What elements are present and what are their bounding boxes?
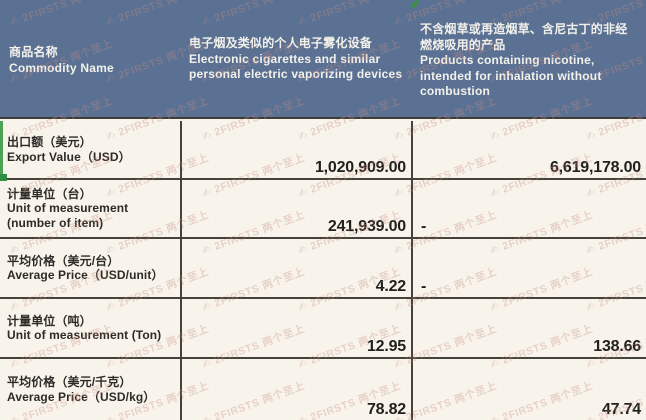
cell-value: 4.22 — [375, 278, 407, 295]
value-cell: 241,939.00 — [182, 180, 413, 237]
header-ecig-zh: 电子烟及类似的个人电子雾化设备 — [189, 36, 373, 50]
header-col-commodity: 商品名称 Commodity Name — [0, 0, 182, 117]
table-header: 商品名称 Commodity Name 电子烟及类似的个人电子雾化设备 Elec… — [0, 0, 646, 119]
value-cell: 4.22 — [182, 239, 413, 297]
table-row-avg-price-kg: 平均价格（美元/千克） Average Price（USD/kg） 78.82 … — [0, 359, 646, 420]
value-cell: 6,619,178.00 — [413, 121, 646, 178]
row-label: 计量单位（吨） Unit of measurement (Ton) — [0, 299, 182, 357]
row-label: 计量单位（台） Unit of measurement (number of i… — [0, 180, 182, 237]
cell-value: 78.82 — [366, 401, 406, 418]
header-nicotine-zh: 不含烟草或再造烟草、含尼古丁的非经燃烧吸用的产品 — [420, 22, 628, 52]
value-cell: 1,020,909.00 — [182, 121, 413, 178]
row-label-zh: 计量单位（吨） — [7, 313, 92, 328]
header-nicotine-en: Products containing nicotine, intended f… — [420, 53, 602, 98]
cell-value: 138.66 — [593, 338, 641, 355]
table-row-unit-items: 计量单位（台） Unit of measurement (number of i… — [0, 180, 646, 239]
cell-value: 6,619,178.00 — [549, 159, 641, 176]
table-row-avg-price-unit: 平均价格（美元/台） Average Price（USD/unit） 4.22 … — [0, 239, 646, 299]
value-cell: - — [413, 180, 646, 237]
row-label-en: Average Price（USD/unit） — [7, 268, 164, 282]
row-label: 平均价格（美元/台） Average Price（USD/unit） — [0, 239, 182, 297]
row-label-en: Unit of measurement (number of item) — [7, 201, 129, 230]
row-label-zh: 平均价格（美元/千克） — [7, 375, 132, 389]
row-label-en: Unit of measurement (Ton) — [7, 328, 162, 342]
selection-highlight-line — [0, 121, 3, 178]
cell-value: 47.74 — [601, 401, 641, 418]
header-col-ecig-devices: 电子烟及类似的个人电子雾化设备 Electronic cigarettes an… — [182, 0, 413, 117]
row-label-en: Average Price（USD/kg） — [7, 389, 156, 404]
value-cell: 12.95 — [182, 299, 413, 357]
logo-leaf-icon — [410, 0, 420, 9]
cell-value: 1,020,909.00 — [314, 159, 406, 176]
value-cell: 47.74 — [413, 359, 646, 420]
header-commodity-en: Commodity Name — [9, 60, 114, 75]
cell-value: - — [421, 278, 427, 295]
cell-value: 12.95 — [366, 338, 406, 355]
cell-value: 241,939.00 — [327, 218, 406, 235]
table-body: 出口额（美元） Export Value（USD） 1,020,909.00 6… — [0, 121, 646, 420]
header-ecig-en: Electronic cigarettes and similar person… — [189, 51, 403, 82]
row-label-zh: 计量单位（台） — [7, 186, 92, 201]
row-label-zh: 平均价格（美元/台） — [7, 253, 120, 268]
value-cell: 138.66 — [413, 299, 646, 357]
cell-value: - — [421, 218, 427, 235]
table-row-export-value: 出口额（美元） Export Value（USD） 1,020,909.00 6… — [0, 121, 646, 180]
row-label-zh: 出口额（美元） — [7, 135, 92, 149]
selection-handle — [0, 174, 7, 181]
value-cell: 78.82 — [182, 359, 413, 420]
row-label-en: Export Value（USD） — [7, 149, 131, 164]
header-col-nicotine-products: 不含烟草或再造烟草、含尼古丁的非经燃烧吸用的产品 Products contai… — [413, 0, 646, 117]
header-commodity-zh: 商品名称 — [9, 45, 58, 59]
row-label: 平均价格（美元/千克） Average Price（USD/kg） — [0, 359, 182, 420]
table-row-unit-ton: 计量单位（吨） Unit of measurement (Ton) 12.95 … — [0, 299, 646, 359]
row-label: 出口额（美元） Export Value（USD） — [0, 121, 182, 178]
value-cell: - — [413, 239, 646, 297]
